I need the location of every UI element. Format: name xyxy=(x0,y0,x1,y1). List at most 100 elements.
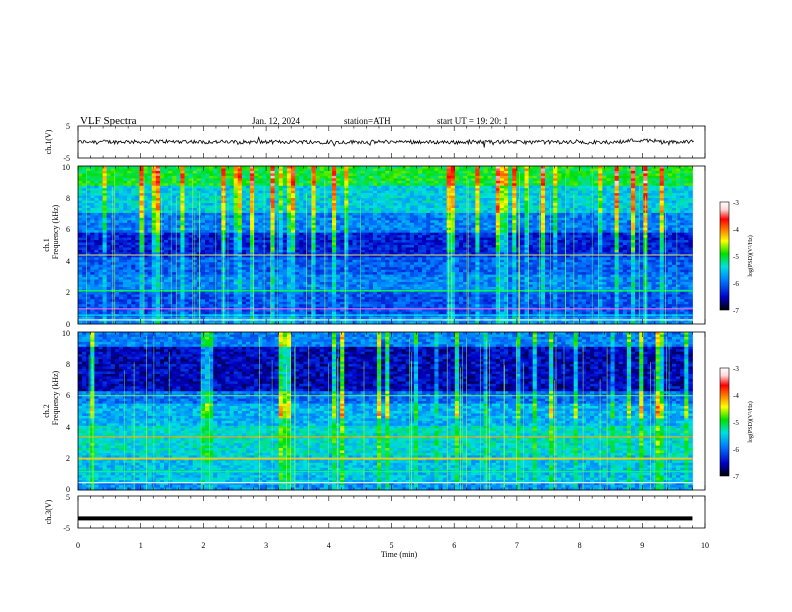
spectrogram-cell xyxy=(676,207,681,211)
spectrogram-cell xyxy=(422,235,427,238)
spectrogram-cell xyxy=(544,198,550,201)
spectrogram-cell xyxy=(393,188,398,192)
spectrogram-cell xyxy=(327,230,333,234)
spectrogram-cell xyxy=(319,232,325,236)
spectrogram-cell xyxy=(213,212,218,216)
spectrogram-cell xyxy=(401,178,407,182)
spectrogram-cell xyxy=(364,168,370,172)
spectrogram-cell xyxy=(426,232,431,236)
spectrogram-cell xyxy=(454,232,460,236)
spectrogram-cell xyxy=(164,227,169,231)
spectrogram-cell xyxy=(528,232,534,236)
spectrogram-cell xyxy=(184,205,190,209)
spectrogram-cell xyxy=(651,212,656,216)
spectrogram-cell xyxy=(352,185,357,189)
spectrogram-cell xyxy=(102,232,108,236)
spectrogram-cell xyxy=(549,220,554,224)
ch1-ytick-top: 5 xyxy=(66,122,70,131)
spectrogram-cell xyxy=(467,237,472,241)
spectrogram-cell xyxy=(114,195,120,199)
spectrogram-cell xyxy=(90,222,95,226)
spectrogram-cell xyxy=(524,175,530,179)
spectrogram-cell xyxy=(454,198,460,201)
spectrogram-cell xyxy=(446,242,452,246)
spectrogram-cell xyxy=(393,240,398,243)
spectrogram-cell xyxy=(594,200,599,204)
spectrogram-cell xyxy=(434,210,439,214)
spectrogram-cell xyxy=(499,193,505,197)
spectrogram-cell xyxy=(172,188,177,192)
spectrogram-cell xyxy=(532,188,538,192)
spectrogram-cell xyxy=(221,232,226,236)
spectrogram-cell xyxy=(393,242,398,246)
spectrogram-cell xyxy=(303,220,308,224)
spectrogram-cell xyxy=(295,198,300,201)
spectrogram-cell xyxy=(688,237,693,241)
spectrogram-cell xyxy=(614,235,620,238)
spectrogram-cell xyxy=(377,198,382,201)
spectrogram-cell xyxy=(504,217,509,221)
spectrogram-cell xyxy=(622,188,628,192)
spectrogram-cell xyxy=(598,225,603,229)
spectrogram-cell xyxy=(307,235,312,238)
spectrogram-cell xyxy=(139,245,144,248)
spectrogram-cell xyxy=(372,170,378,174)
spectrogram-cell xyxy=(143,227,149,231)
spectrogram-cell xyxy=(102,230,108,234)
spectrogram-cell xyxy=(159,212,165,216)
spectrogram-cell xyxy=(528,170,534,174)
spectrogram-cell xyxy=(250,203,255,206)
spectrogram-cell xyxy=(524,220,530,224)
spectrogram-cell xyxy=(368,170,374,174)
spectrogram-cell xyxy=(684,205,689,209)
spectrogram-cell xyxy=(340,190,345,194)
spectrogram-cell xyxy=(397,225,403,229)
spectrogram-cell xyxy=(245,183,251,187)
spectrogram-cell xyxy=(356,227,362,231)
spectrogram-cell xyxy=(463,190,468,194)
spectrogram-cell xyxy=(209,183,214,187)
spectrogram-cell xyxy=(377,230,382,234)
spectrogram-cell xyxy=(483,188,489,192)
spectrogram-cell xyxy=(356,203,362,206)
spectrogram-cell xyxy=(458,198,464,201)
spectrogram-cell xyxy=(319,173,325,177)
spectrogram-cell xyxy=(159,195,165,199)
spectrogram-cell xyxy=(372,168,378,172)
spectrogram-cell xyxy=(270,166,276,169)
spectrogram-cell xyxy=(430,190,435,194)
spectrogram-cell xyxy=(377,173,382,177)
spectrogram-cell xyxy=(307,205,312,209)
spectrogram-cell xyxy=(532,170,538,174)
spectrogram-cell xyxy=(479,170,484,174)
spectrogram-cell xyxy=(168,185,173,189)
spectrogram-cell xyxy=(418,190,423,194)
spectrogram-cell xyxy=(135,185,140,189)
spectrogram-cell xyxy=(573,183,579,187)
spectrogram-cell xyxy=(483,185,489,189)
spectrogram-cell xyxy=(622,175,628,179)
spectrogram-cell xyxy=(553,225,558,229)
spectrogram-cell xyxy=(139,185,144,189)
spectrogram-cell xyxy=(336,227,341,231)
spectrogram-cell xyxy=(127,222,132,226)
spectrogram-cell xyxy=(196,185,202,189)
spectrogram-cell xyxy=(254,235,259,238)
spectrogram-cell xyxy=(176,232,181,236)
spectrogram-cell xyxy=(348,185,353,189)
spectrogram-cell xyxy=(684,168,689,172)
spectrogram-cell xyxy=(573,240,579,243)
spectrogram-cell xyxy=(262,217,267,221)
spectrogram-cell xyxy=(688,207,693,211)
spectrogram-cell xyxy=(245,220,251,224)
spectrogram-cell xyxy=(155,207,161,211)
spectrogram-cell xyxy=(573,170,579,174)
spectrogram-cell xyxy=(327,198,333,201)
spectrogram-cell xyxy=(356,166,362,169)
spectrogram-cell xyxy=(233,166,239,169)
spectrogram-cell xyxy=(422,190,427,194)
spectrogram-cell xyxy=(659,235,665,238)
spectrogram-cell xyxy=(442,212,448,216)
spectrogram-cell xyxy=(528,227,534,231)
spectrogram-cell xyxy=(405,195,411,199)
